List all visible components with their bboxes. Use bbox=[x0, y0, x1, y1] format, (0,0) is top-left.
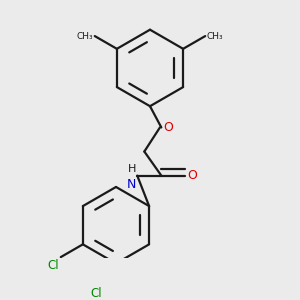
Text: Cl: Cl bbox=[48, 259, 59, 272]
Text: CH₃: CH₃ bbox=[77, 32, 93, 40]
Text: O: O bbox=[188, 169, 197, 182]
Text: CH₃: CH₃ bbox=[207, 32, 223, 40]
Text: N: N bbox=[127, 178, 136, 191]
Text: Cl: Cl bbox=[90, 287, 102, 300]
Text: O: O bbox=[163, 121, 172, 134]
Text: H: H bbox=[128, 164, 136, 174]
